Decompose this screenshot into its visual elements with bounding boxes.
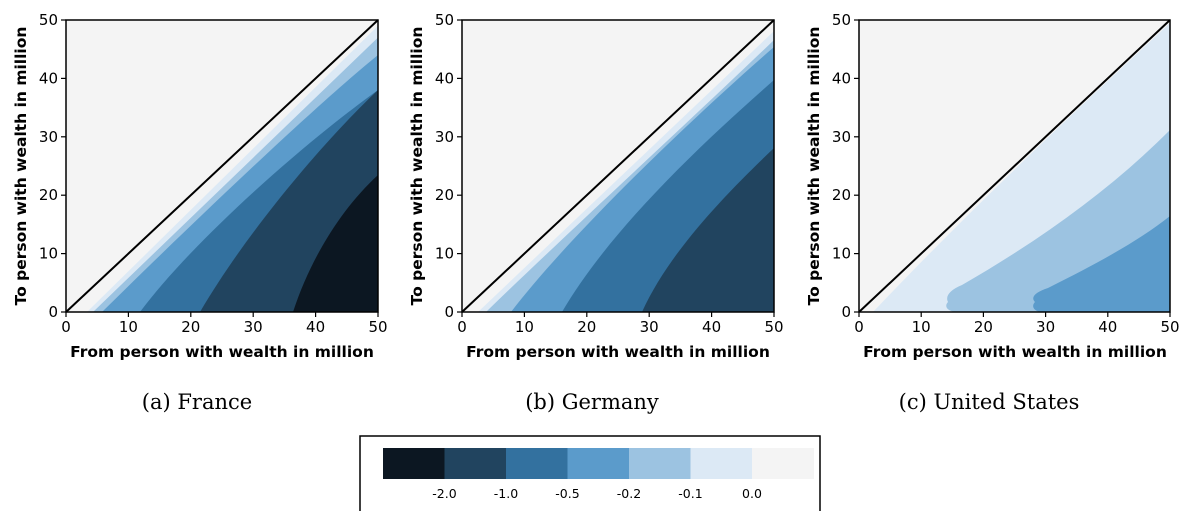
plot-frame	[65, 19, 379, 313]
panel-germany: 0 10 20 30 40 50 0 10 20 30 40 50 From person with…	[408, 11, 784, 414]
y-axis-title: To person with wealth in million	[408, 27, 426, 306]
legend-label: -0.1	[678, 486, 702, 501]
legend-swatch	[629, 448, 691, 479]
x-tick-label: 40	[1098, 318, 1117, 336]
x-tick-label: 30	[244, 318, 263, 336]
legend-swatch	[752, 448, 814, 479]
x-axis-title: From person with wealth in million	[863, 343, 1167, 361]
legend-swatch	[567, 448, 630, 479]
x-tick-label: 20	[181, 318, 200, 336]
contour-band-below-minus-2.0	[293, 175, 378, 312]
legend-label: -1.0	[494, 486, 518, 501]
x-tick-label: 50	[1160, 318, 1179, 336]
plot-frame	[461, 19, 775, 313]
x-axis-ticks: 0 10 20 30 40 50	[457, 312, 784, 336]
x-tick-label: 50	[764, 318, 783, 336]
legend-swatch	[444, 448, 507, 479]
y-tick-label: 10	[39, 245, 58, 263]
y-tick-label: 0	[841, 303, 851, 321]
legend-swatches	[383, 448, 814, 479]
x-axis-ticks: 0 10 20 30 40 50	[61, 312, 388, 336]
y-tick-label: 30	[39, 128, 58, 146]
diagonal-line	[858, 19, 1171, 313]
x-axis-title: From person with wealth in million	[70, 343, 374, 361]
legend-labels: -2.0 -1.0 -0.5 -0.2 -0.1 0.0	[432, 486, 762, 501]
y-tick-label: 50	[435, 11, 454, 29]
x-tick-label: 20	[577, 318, 596, 336]
x-tick-label: 10	[119, 318, 138, 336]
legend-swatch	[690, 448, 753, 479]
x-axis-ticks: 0 10 20 30 40 50	[854, 312, 1180, 336]
legend-swatch	[383, 448, 445, 479]
y-axis-ticks: 0 10 20 30 40 50	[39, 11, 66, 321]
x-tick-label: 0	[61, 318, 71, 336]
x-tick-label: 30	[1036, 318, 1055, 336]
x-tick-label: 50	[368, 318, 387, 336]
diagonal-line	[65, 19, 379, 313]
panel-caption: (a) France	[142, 390, 252, 414]
y-tick-label: 40	[832, 69, 851, 87]
x-tick-label: 40	[702, 318, 721, 336]
plot-frame	[858, 19, 1171, 313]
x-tick-label: 40	[306, 318, 325, 336]
y-tick-label: 40	[435, 69, 454, 87]
legend-label: -0.2	[617, 486, 641, 501]
panel-caption: (c) United States	[899, 390, 1080, 414]
y-axis-title: To person with wealth in million	[805, 27, 823, 306]
y-tick-label: 50	[832, 11, 851, 29]
y-tick-label: 20	[39, 186, 58, 204]
contour-band-minus-0.2	[1033, 216, 1170, 312]
y-axis-ticks: 0 10 20 30 40 50	[435, 11, 462, 321]
x-tick-label: 30	[640, 318, 659, 336]
contour-bands	[87, 25, 378, 313]
y-tick-label: 30	[832, 128, 851, 146]
y-axis-ticks: 0 10 20 30 40 50	[832, 11, 859, 321]
x-tick-label: 10	[912, 318, 931, 336]
y-tick-label: 0	[48, 303, 58, 321]
y-tick-label: 10	[435, 245, 454, 263]
contour-bands	[478, 31, 774, 312]
panel-caption: (b) Germany	[525, 390, 659, 414]
panel-united-states: 0 10 20 30 40 50 0 10 20 30 40 50 From person with…	[805, 11, 1180, 414]
legend-label: 0.0	[742, 486, 762, 501]
y-tick-label: 0	[444, 303, 454, 321]
legend-label: -2.0	[432, 486, 456, 501]
legend: -2.0 -1.0 -0.5 -0.2 -0.1 0.0	[359, 435, 821, 511]
y-axis-title: To person with wealth in million	[12, 27, 30, 306]
diagonal-line	[461, 19, 775, 313]
x-tick-label: 0	[457, 318, 467, 336]
x-axis-title: From person with wealth in million	[466, 343, 770, 361]
y-tick-label: 50	[39, 11, 58, 29]
contour-bands	[873, 23, 1170, 312]
y-tick-label: 10	[832, 245, 851, 263]
y-tick-label: 40	[39, 69, 58, 87]
y-tick-label: 30	[435, 128, 454, 146]
panel-france: 0 10 20 30 40 50 0 10 20 30 40 50 From person with…	[12, 11, 388, 414]
y-tick-label: 20	[832, 186, 851, 204]
contour-band-minus-2.0	[642, 148, 774, 312]
x-tick-label: 0	[854, 318, 864, 336]
legend-label: -0.5	[555, 486, 579, 501]
legend-swatch	[506, 448, 568, 479]
x-tick-label: 20	[974, 318, 993, 336]
x-tick-label: 10	[515, 318, 534, 336]
y-tick-label: 20	[435, 186, 454, 204]
